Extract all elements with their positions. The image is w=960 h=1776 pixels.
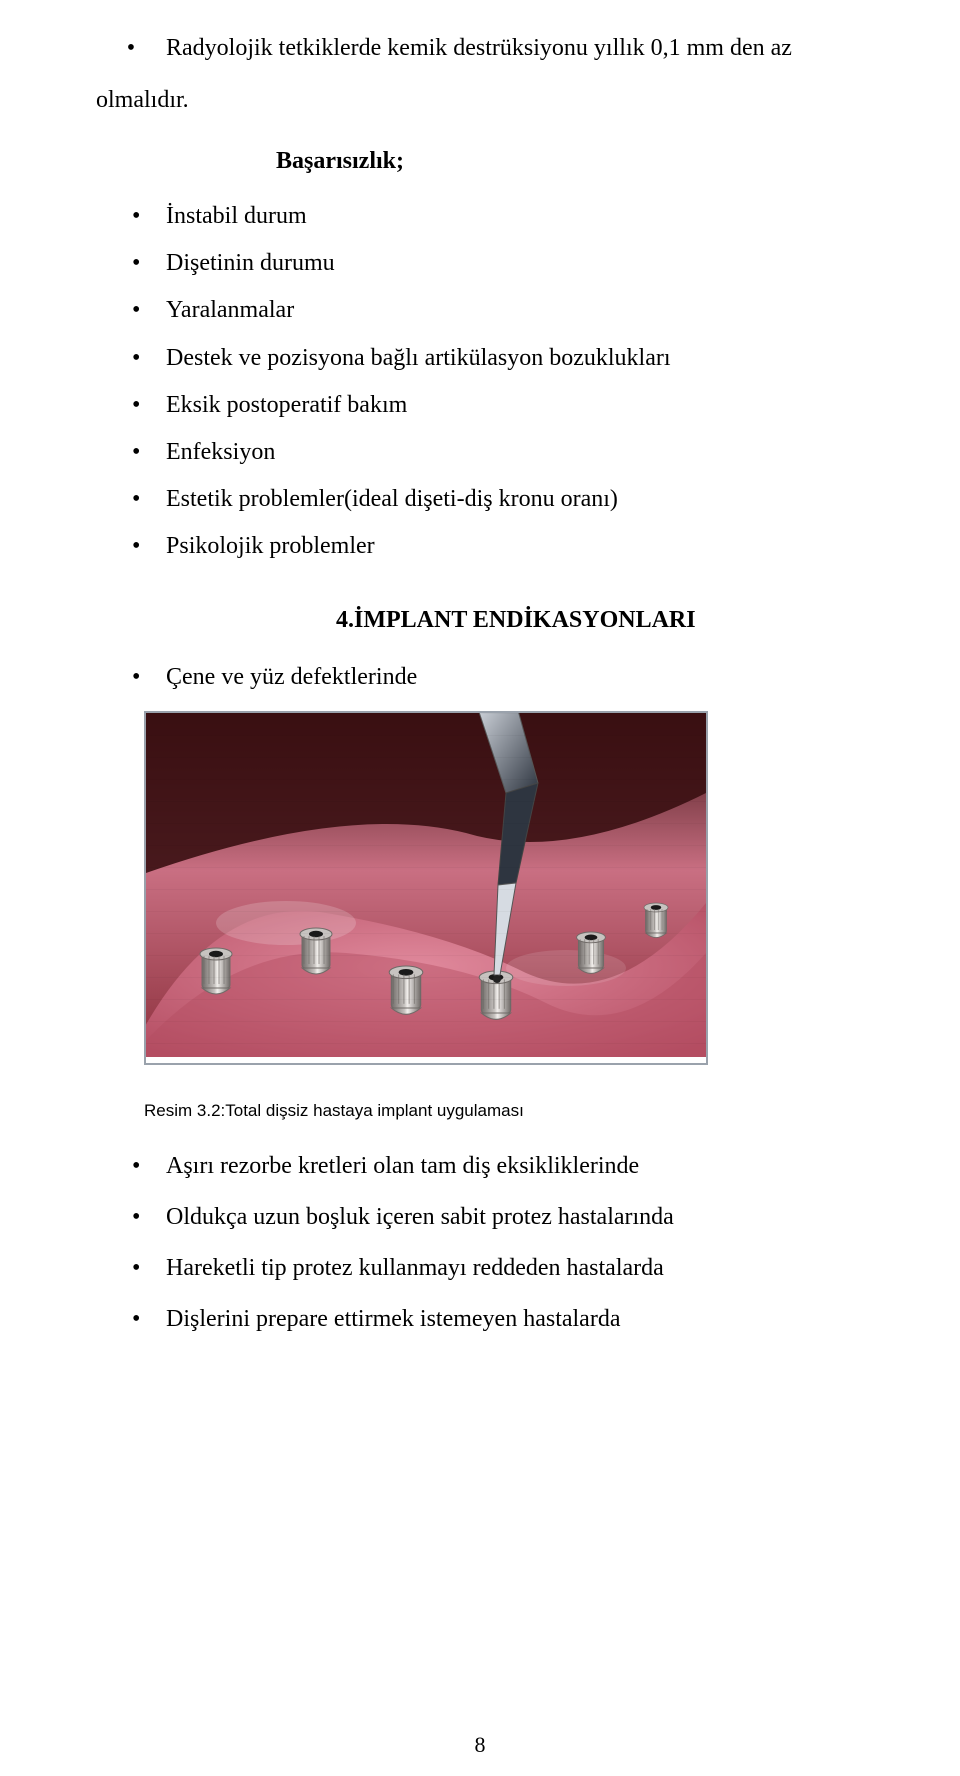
indication-first: Çene ve yüz defektlerinde xyxy=(96,658,864,705)
failure-list: İnstabil durum Dişetinin durumu Yaralanm… xyxy=(96,193,864,571)
list-item: Dişlerini prepare ettirmek istemeyen has… xyxy=(96,1294,864,1345)
section-title: 4.İMPLANT ENDİKASYONLARI xyxy=(336,607,864,634)
list-item: Dişetinin durumu xyxy=(96,240,864,287)
first-paragraph: •Radyolojik tetkiklerde kemik destrüksiy… xyxy=(96,24,864,72)
figure-caption: Resim 3.2:Total dişsiz hastaya implant u… xyxy=(144,1101,864,1121)
list-item: İnstabil durum xyxy=(96,193,864,240)
bullet-icon: • xyxy=(96,24,166,72)
first-paragraph-line2: olmalıdır. xyxy=(96,76,864,124)
figure-implant xyxy=(144,711,704,1065)
page-number: 8 xyxy=(0,1732,960,1758)
first-paragraph-line1: Radyolojik tetkiklerde kemik destrüksiyo… xyxy=(166,35,792,61)
list-item: Enfeksiyon xyxy=(96,429,864,476)
list-item: Eksik postoperatif bakım xyxy=(96,382,864,429)
implant-illustration-icon xyxy=(144,711,708,1065)
list-item: Psikolojik problemler xyxy=(96,523,864,570)
page: •Radyolojik tetkiklerde kemik destrüksiy… xyxy=(0,0,960,1776)
list-item: Hareketli tip protez kullanmayı reddeden… xyxy=(96,1243,864,1294)
list-item: Aşırı rezorbe kretleri olan tam diş eksi… xyxy=(96,1141,864,1192)
list-item: Oldukça uzun boşluk içeren sabit protez … xyxy=(96,1192,864,1243)
indication-list: Aşırı rezorbe kretleri olan tam diş eksi… xyxy=(96,1141,864,1346)
list-item: Destek ve pozisyona bağlı artikülasyon b… xyxy=(96,335,864,382)
list-item: Estetik problemler(ideal dişeti-diş kron… xyxy=(96,476,864,523)
failure-heading: Başarısızlık; xyxy=(276,148,864,175)
list-item: Yaralanmalar xyxy=(96,287,864,334)
